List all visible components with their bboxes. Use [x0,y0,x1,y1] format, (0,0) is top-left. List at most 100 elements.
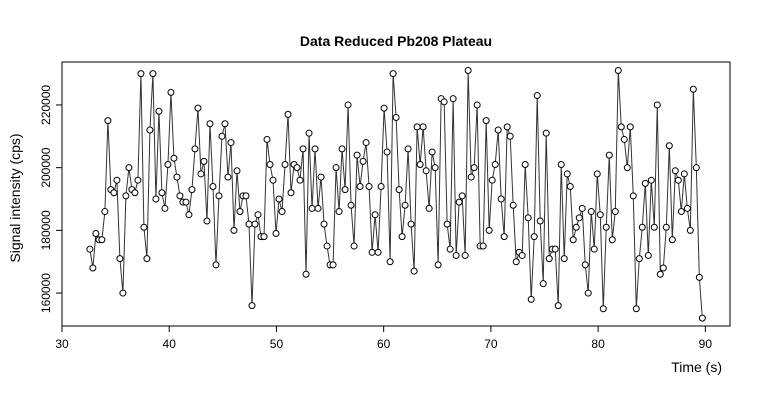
data-point [605,151,613,159]
data-point [392,113,400,121]
data-point [551,245,559,253]
data-point [194,104,202,112]
data-point [176,192,184,200]
data-point [104,117,112,125]
data-point [566,182,574,190]
data-point [422,167,430,175]
data-point [260,233,268,241]
data-point [419,123,427,131]
data-point [638,223,646,231]
data-point [602,223,610,231]
data-point [593,170,601,178]
data-point [185,211,193,219]
data-point [503,123,511,131]
data-point [341,186,349,194]
data-point [209,182,217,190]
data-point [635,255,643,263]
data-point [428,148,436,156]
data-point [641,179,649,187]
data-point [458,192,466,200]
data-point [161,204,169,212]
data-point [155,107,163,115]
data-point [491,161,499,169]
data-point [149,70,157,78]
data-point [653,101,661,109]
y-tick-label: 220000 [39,85,53,125]
data-point [116,255,124,263]
data-point [659,264,667,272]
data-point [611,208,619,216]
x-tick-label: 80 [591,337,605,351]
y-tick-label: 160000 [39,273,53,313]
data-point [308,204,316,212]
data-point [431,164,439,172]
data-point [599,305,607,313]
data-point [584,289,592,297]
data-point [545,255,553,263]
data-point [197,170,205,178]
data-point [173,173,181,181]
data-point [323,242,331,250]
data-point [512,258,520,266]
data-point [353,151,361,159]
data-point [539,280,547,288]
data-point [404,145,412,153]
data-point [683,204,691,212]
data-point [362,139,370,147]
data-point [617,123,625,131]
data-point [488,176,496,184]
data-point [182,198,190,206]
data-point [413,123,421,131]
data-point [455,198,463,206]
data-point [389,70,397,78]
data-point [533,92,541,100]
data-point [296,176,304,184]
data-point [377,182,385,190]
data-point [506,132,514,140]
data-point [131,189,139,197]
data-point [254,211,262,219]
x-tick-label: 70 [484,337,498,351]
data-point [113,176,121,184]
data-point [395,186,403,194]
data-point [407,220,415,228]
y-tick-label: 180000 [39,210,53,250]
data-point [425,204,433,212]
data-point [236,208,244,216]
data-point [662,223,670,231]
data-point [146,126,154,134]
data-point [101,208,109,216]
data-point [461,251,469,259]
data-point [572,223,580,231]
data-point [311,145,319,153]
data-point [650,223,658,231]
data-point [221,120,229,128]
data-point [500,233,508,241]
data-point [575,214,583,222]
data-point [305,129,313,137]
data-point [656,270,664,278]
data-point [92,230,100,238]
data-point [281,161,289,169]
data-point [464,66,472,74]
plot-frame [61,61,731,327]
data-point [629,192,637,200]
data-point [620,135,628,143]
data-point [134,176,142,184]
data-point [410,267,418,275]
chart-title: Data Reduced Pb208 Plateau [300,33,492,49]
data-point [578,204,586,212]
x-axis-label: Time (s) [671,359,722,375]
data-point [245,220,253,228]
data-point [434,261,442,269]
data-point [449,95,457,103]
data-point [698,314,706,322]
data-point [482,117,490,125]
data-point [485,226,493,234]
data-point [416,161,424,169]
data-point [554,302,562,310]
data-point [224,173,232,181]
data-point [371,211,379,219]
data-point [677,208,685,216]
